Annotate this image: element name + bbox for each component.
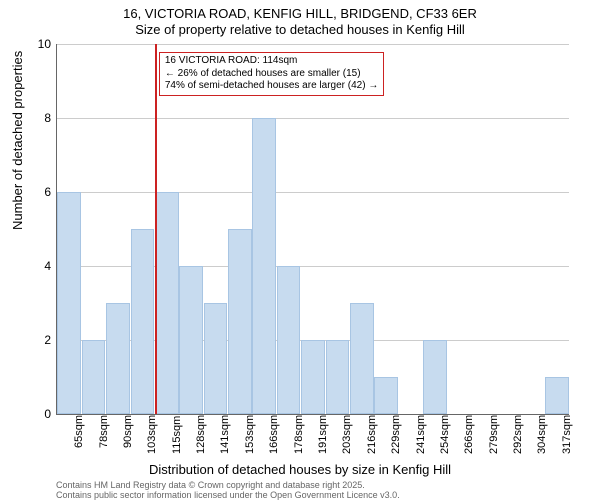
histogram-bar [106,303,130,414]
histogram-bar [277,266,301,414]
y-tick-label: 2 [44,333,51,347]
x-tick-label: 292sqm [512,415,524,454]
histogram-plot: 024681065sqm78sqm90sqm103sqm115sqm128sqm… [56,44,569,415]
histogram-bar [57,192,81,414]
footer-line2: Contains public sector information licen… [56,490,400,500]
annotation-line: ← 26% of detached houses are smaller (15… [165,68,378,81]
reference-line [155,44,157,414]
histogram-bar [545,377,569,414]
histogram-bar [350,303,374,414]
histogram-bar [326,340,350,414]
x-tick-label: 141sqm [219,415,231,454]
y-axis-label: Number of detached properties [10,51,25,230]
annotation-line: 16 VICTORIA ROAD: 114sqm [165,55,378,68]
histogram-bar [131,229,155,414]
x-tick-label: 153sqm [244,415,256,454]
x-tick-label: 229sqm [390,415,402,454]
x-tick-label: 90sqm [122,415,134,448]
x-tick-label: 317sqm [561,415,573,454]
x-tick-label: 191sqm [317,415,329,454]
footer-line1: Contains HM Land Registry data © Crown c… [56,480,365,490]
x-tick-label: 65sqm [73,415,85,448]
histogram-bar [82,340,106,414]
histogram-bar [374,377,398,414]
x-tick-label: 115sqm [171,416,183,454]
x-tick-label: 178sqm [293,415,305,454]
x-tick-label: 304sqm [536,415,548,454]
x-axis-label: Distribution of detached houses by size … [0,462,600,477]
histogram-bar [179,266,203,414]
x-tick-label: 254sqm [439,415,451,454]
x-tick-label: 78sqm [98,415,110,448]
x-tick-label: 203sqm [341,415,353,454]
histogram-bar [155,192,179,414]
annotation-line: 74% of semi-detached houses are larger (… [165,80,378,93]
histogram-bar [252,118,276,414]
y-tick-label: 6 [44,185,51,199]
y-tick-label: 8 [44,111,51,125]
y-tick-label: 0 [44,407,51,421]
x-tick-label: 241sqm [415,415,427,454]
title-line2: Size of property relative to detached ho… [0,22,600,37]
histogram-bar [204,303,228,414]
gridline [57,192,569,193]
y-tick-label: 4 [44,259,51,273]
histogram-bar [301,340,325,414]
gridline [57,118,569,119]
histogram-bar [228,229,252,414]
annotation-box: 16 VICTORIA ROAD: 114sqm← 26% of detache… [159,52,384,96]
gridline [57,44,569,45]
y-tick-label: 10 [38,37,51,51]
x-tick-label: 128sqm [195,415,207,454]
x-tick-label: 166sqm [268,415,280,454]
x-tick-label: 103sqm [146,415,158,454]
title-line1: 16, VICTORIA ROAD, KENFIG HILL, BRIDGEND… [0,6,600,21]
x-tick-label: 279sqm [488,415,500,454]
x-tick-label: 266sqm [463,415,475,454]
histogram-bar [423,340,447,414]
x-tick-label: 216sqm [366,415,378,454]
